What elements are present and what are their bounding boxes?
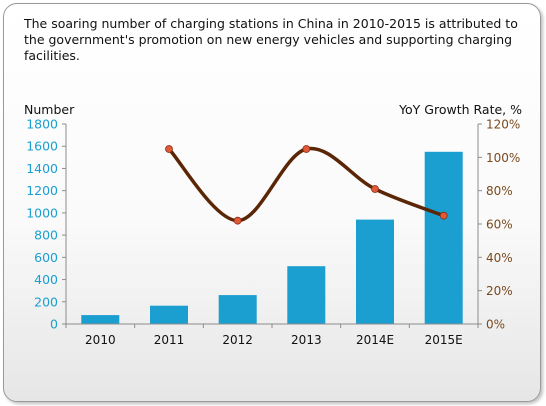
y-tick-label: 600 [34,250,58,265]
y2-tick-label: 0% [486,318,505,332]
bar-2015E [424,151,463,324]
x-tick-label: 2014E [356,333,394,347]
bar-2012 [218,295,257,324]
x-tick-label: 2013 [291,333,322,347]
bar-2011 [150,305,188,324]
x-tick-label: 2015E [425,333,463,347]
x-tick-label: 2010 [85,333,116,347]
bar-2010 [81,315,120,324]
growth-rate-line [167,146,446,223]
y2-tick-label: 40% [486,251,513,265]
y2-axis-label: YoY Growth Rate, % [398,102,522,117]
y-axis-label: Number [24,102,75,117]
y-tick-label: 1600 [26,139,58,154]
x-tick-label: 2012 [222,333,253,347]
growth-rate-point-2011 [165,145,173,153]
chart-caption: The soaring number of charging stations … [24,16,518,63]
growth-rate-point-2014E [371,185,379,193]
bar-2014E [356,219,394,324]
bar-2013 [287,266,326,324]
y2-tick-label: 120% [486,118,520,132]
y-tick-label: 1800 [26,117,58,132]
growth-rate-point-2013 [302,145,311,153]
y2-tick-label: 60% [486,218,513,232]
growth-rate-point-2015E [439,211,448,220]
y-tick-label: 200 [34,294,58,309]
y2-tick-label: 20% [486,284,513,298]
y-tick-label: 1200 [26,183,58,198]
y-tick-label: 400 [34,272,58,287]
y-tick-label: 800 [34,228,58,243]
x-tick-label: 2011 [154,333,185,347]
y2-tick-label: 100% [486,151,520,165]
y-tick-label: 0 [50,317,58,332]
y2-tick-label: 80% [486,184,513,198]
y-tick-label: 1000 [26,205,58,220]
y-tick-label: 1400 [26,161,58,176]
growth-rate-point-2012 [233,216,242,225]
